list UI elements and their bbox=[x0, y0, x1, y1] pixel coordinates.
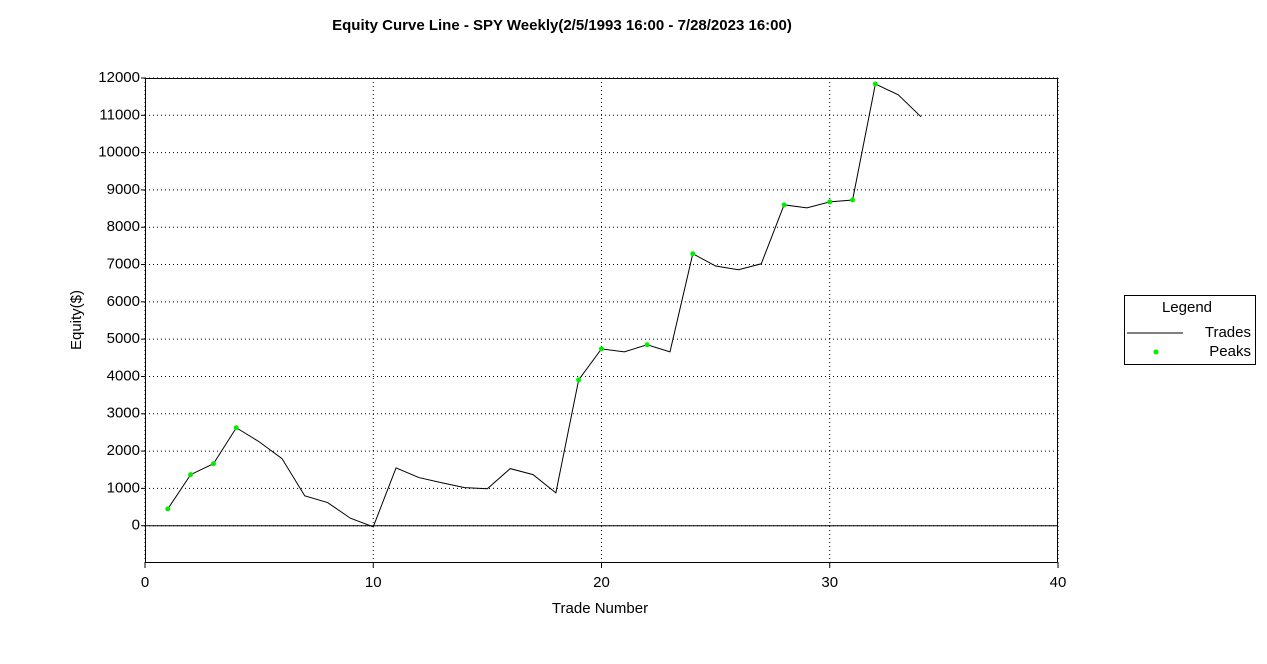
x-axis-label: Trade Number bbox=[552, 600, 648, 617]
x-tick-label: 40 bbox=[1050, 574, 1067, 591]
peak-marker bbox=[188, 472, 194, 478]
y-tick-label: 12000 bbox=[98, 69, 140, 86]
legend-marker bbox=[1153, 349, 1159, 355]
chart-title: Equity Curve Line - SPY Weekly(2/5/1993 … bbox=[332, 17, 792, 34]
legend-title: Legend bbox=[1162, 299, 1212, 316]
x-tick-label: 0 bbox=[141, 574, 149, 591]
peak-marker bbox=[165, 506, 171, 512]
y-tick-label: 3000 bbox=[107, 405, 140, 422]
plot-frame bbox=[145, 78, 1058, 563]
x-tick-label: 20 bbox=[593, 574, 610, 591]
y-tick-label: 8000 bbox=[107, 218, 140, 235]
peak-marker bbox=[233, 425, 239, 431]
legend-label: Peaks bbox=[1209, 343, 1251, 360]
x-tick-label: 30 bbox=[821, 574, 838, 591]
peak-marker bbox=[872, 81, 878, 87]
y-tick-label: 1000 bbox=[107, 479, 140, 496]
peak-marker bbox=[599, 346, 604, 352]
trades-line bbox=[167, 83, 922, 528]
peak-marker bbox=[644, 342, 650, 348]
y-tick-label: 2000 bbox=[107, 442, 140, 459]
peak-marker bbox=[781, 202, 787, 208]
peak-marker bbox=[827, 199, 833, 205]
y-tick-label: 7000 bbox=[107, 256, 140, 273]
legend-box bbox=[1124, 295, 1256, 365]
peak-marker bbox=[690, 251, 696, 257]
y-tick-label: 6000 bbox=[107, 293, 140, 310]
y-tick-label: 9000 bbox=[107, 181, 140, 198]
peak-marker bbox=[210, 461, 216, 467]
peak-marker bbox=[576, 377, 582, 383]
y-axis-label: Equity($) bbox=[68, 290, 85, 350]
peak-marker bbox=[850, 197, 856, 203]
x-tick-label: 10 bbox=[365, 574, 382, 591]
y-tick-label: 0 bbox=[132, 517, 140, 534]
y-tick-label: 4000 bbox=[107, 367, 140, 384]
legend-label: Trades bbox=[1205, 324, 1251, 341]
y-tick-label: 5000 bbox=[107, 330, 140, 347]
y-tick-label: 10000 bbox=[98, 144, 140, 161]
y-tick-label: 11000 bbox=[99, 106, 140, 123]
